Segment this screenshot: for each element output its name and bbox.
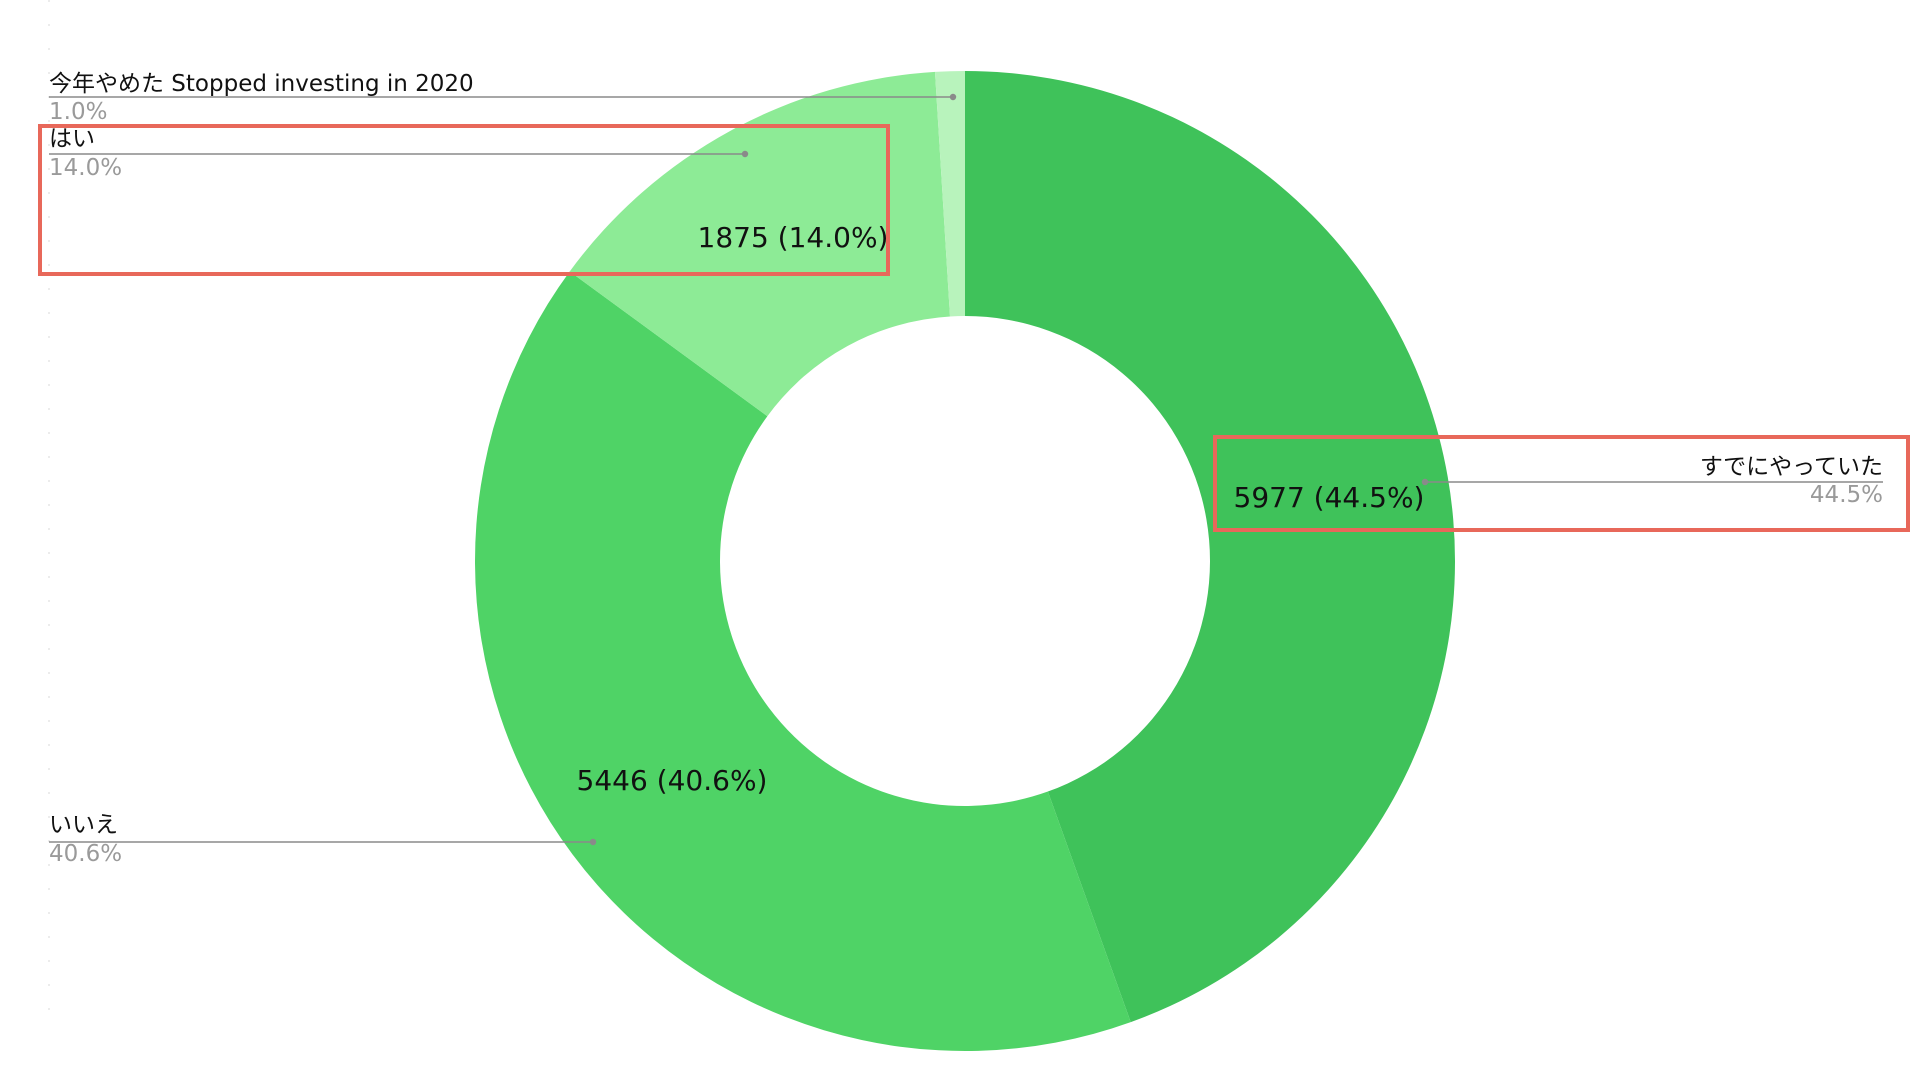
legend-name: すでにやっていた [1700, 454, 1883, 480]
legend-percent: 40.6% [49, 841, 122, 867]
highlight-box [1213, 435, 1910, 532]
slice-value-label: 5446 (40.6%) [577, 764, 768, 797]
slice-value-label: 5977 (44.5%) [1234, 481, 1425, 514]
leader-dot [741, 150, 749, 158]
leader-lines [49, 93, 1883, 846]
legend-name: いいえ [49, 812, 118, 838]
donut-slice [934, 71, 965, 317]
legend-name: 今年やめた Stopped investing in 2020 [49, 71, 474, 97]
leader-dot [949, 93, 957, 101]
slice-value-label: 1875 (14.0%) [698, 221, 889, 254]
leader-dot [1421, 478, 1429, 486]
donut-slice [569, 71, 950, 417]
donut-slice [475, 271, 1131, 1051]
slice-value-labels: 5977 (44.5%) 5446 (40.6%) 1875 (14.0%) [577, 221, 1425, 797]
legend-percent: 1.0% [49, 99, 107, 125]
donut-slice [965, 71, 1455, 1023]
legend-name: はい [49, 126, 95, 152]
legend-percent: 14.0% [49, 155, 122, 181]
legend-percent: 44.5% [1810, 482, 1883, 508]
highlight-box [38, 124, 890, 276]
highlight-boxes [38, 124, 1910, 532]
leader-dot [589, 838, 597, 846]
donut-slices [475, 71, 1455, 1051]
